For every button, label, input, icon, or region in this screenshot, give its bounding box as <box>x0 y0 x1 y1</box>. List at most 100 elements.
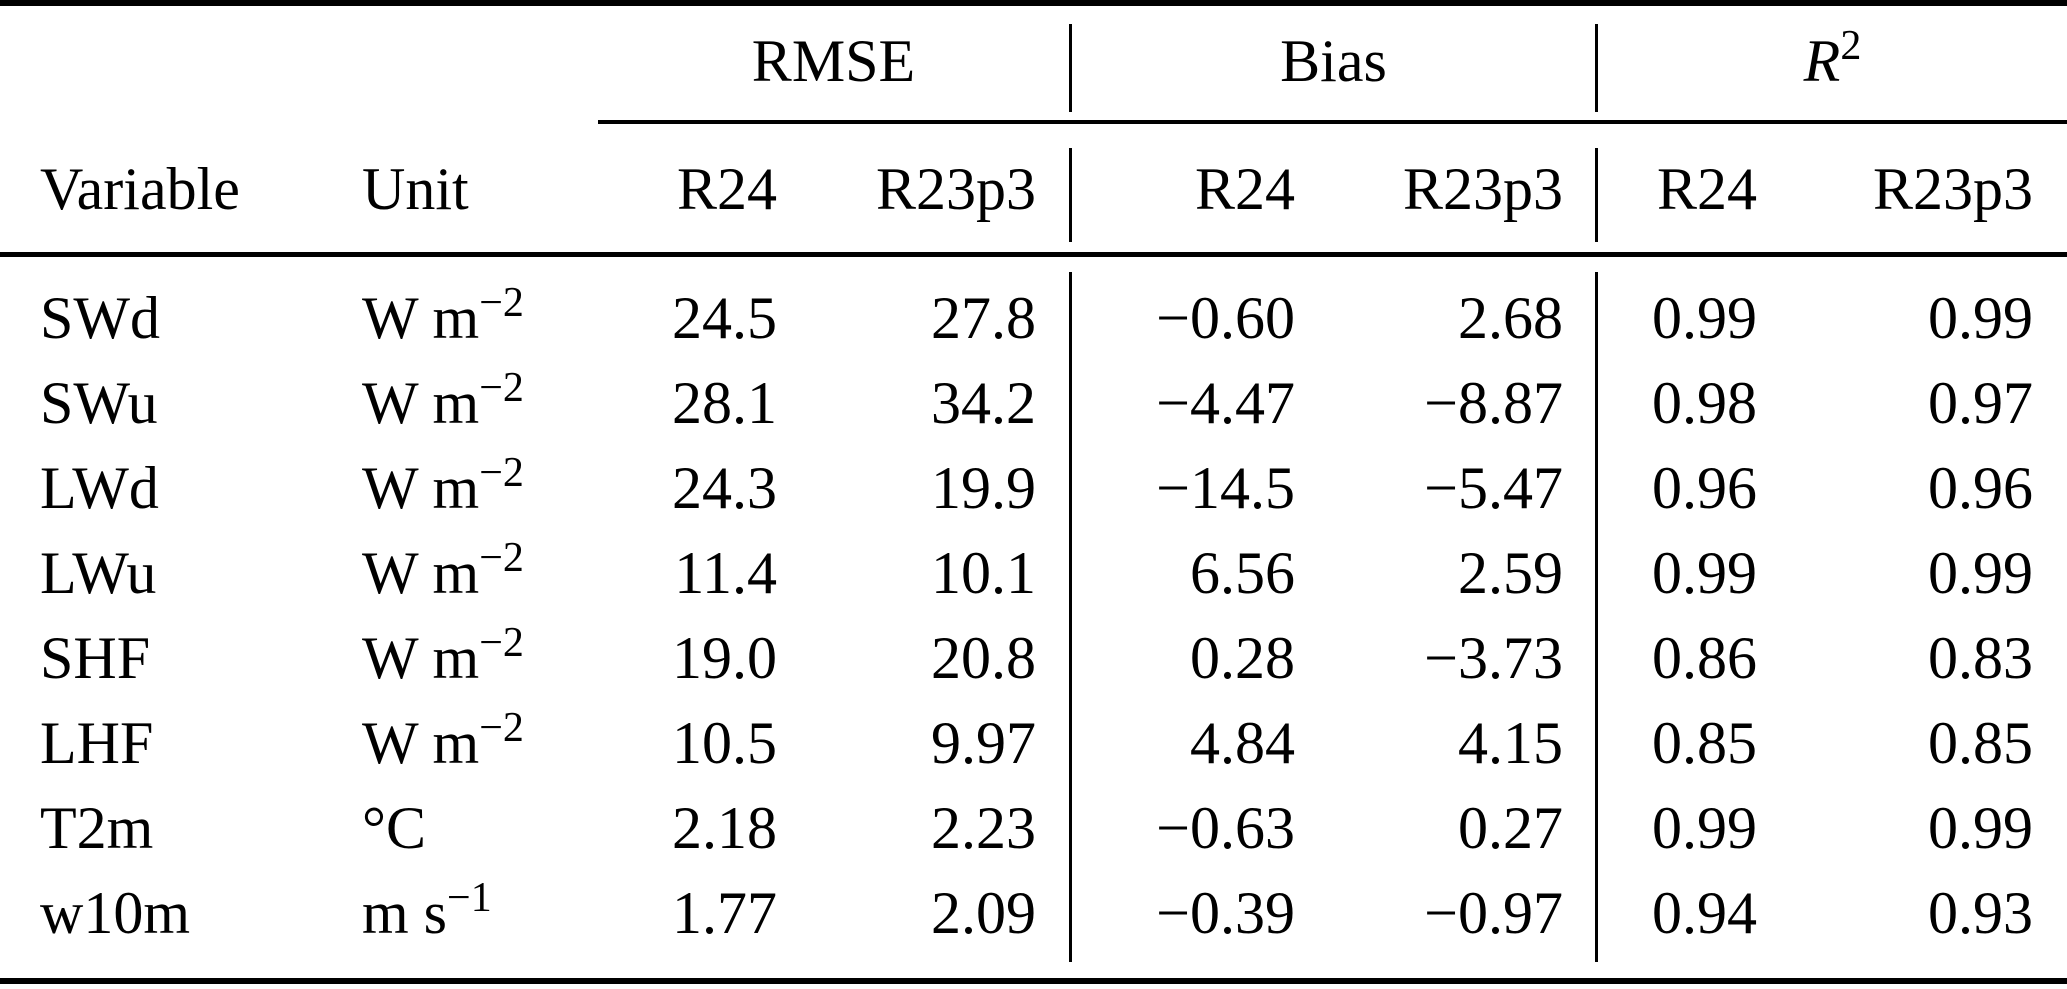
cell-bias-r23p3: 4.15 <box>1458 710 1563 776</box>
column-separator <box>1069 24 1072 112</box>
cell-r2-r23p3: 0.97 <box>1928 370 2033 436</box>
header-bottom-rule <box>0 252 2067 257</box>
col-header-bias-r24: R24 <box>1194 155 1295 222</box>
cell-rmse-r23p3: 2.09 <box>931 880 1036 946</box>
group-header-r2: R2 <box>1598 23 2067 96</box>
cell-r2-r24: 0.99 <box>1652 795 1757 861</box>
cell-rmse-r24: 19.0 <box>672 625 777 691</box>
group-header-bias: Bias <box>1280 28 1387 94</box>
cell-r2-r23p3: 0.93 <box>1928 880 2033 946</box>
column-header-row: Variable Unit R24 R23p3 R24 R23p3 R24 R2… <box>0 130 2067 248</box>
col-header-unit: Unit <box>362 155 469 222</box>
cell-bias-r23p3: 2.59 <box>1458 540 1563 606</box>
column-separator <box>1595 24 1598 112</box>
column-separator <box>1069 148 1072 242</box>
table-row: LWu W m−2 11.4 10.1 6.56 2.59 0.99 0.99 <box>0 531 2067 616</box>
cell-r2-r24: 0.94 <box>1652 880 1757 946</box>
unit-base: °C <box>362 795 427 861</box>
cell-bias-r24: 0.28 <box>1190 625 1295 691</box>
unit-base: W m <box>362 285 480 351</box>
col-header-rmse-r23p3: R23p3 <box>875 155 1036 222</box>
cell-bias-r23p3: 2.68 <box>1458 285 1563 351</box>
unit-exponent: −2 <box>479 535 524 582</box>
unit-base: W m <box>362 625 480 691</box>
cell-bias-r24: −14.5 <box>1156 455 1295 521</box>
bottom-rule <box>0 978 2067 984</box>
table-row: w10m m s−1 1.77 2.09 −0.39 −0.97 0.94 0.… <box>0 871 2067 956</box>
column-separator <box>1595 148 1598 242</box>
cell-rmse-r24: 10.5 <box>672 710 777 776</box>
unit-base: W m <box>362 540 480 606</box>
cell-bias-r24: −0.63 <box>1156 795 1295 861</box>
cell-variable: LWd <box>40 455 159 521</box>
cell-rmse-r24: 2.18 <box>672 795 777 861</box>
cell-rmse-r24: 24.5 <box>672 285 777 351</box>
cell-r2-r24: 0.85 <box>1652 710 1757 776</box>
column-separator <box>1069 272 1072 962</box>
table-row: SWd W m−2 24.5 27.8 −0.60 2.68 0.99 0.99 <box>0 276 2067 361</box>
table-row: SWu W m−2 28.1 34.2 −4.47 −8.87 0.98 0.9… <box>0 361 2067 446</box>
cell-unit: W m−2 <box>330 537 598 608</box>
cell-bias-r24: −0.60 <box>1156 285 1295 351</box>
cell-bias-r24: 4.84 <box>1190 710 1295 776</box>
cell-r2-r24: 0.86 <box>1652 625 1757 691</box>
cell-rmse-r23p3: 19.9 <box>931 455 1036 521</box>
unit-base: W m <box>362 370 480 436</box>
unit-base: W m <box>362 455 480 521</box>
cell-rmse-r23p3: 20.8 <box>931 625 1036 691</box>
group-header-underline-rule <box>598 120 2067 124</box>
table-row: LHF W m−2 10.5 9.97 4.84 4.15 0.85 0.85 <box>0 701 2067 786</box>
unit-exponent: −2 <box>479 365 524 412</box>
column-separator <box>1595 272 1598 962</box>
col-header-rmse-r24: R24 <box>676 155 777 222</box>
unit-exponent: −1 <box>447 875 492 922</box>
cell-unit: W m−2 <box>330 367 598 438</box>
unit-exponent: −2 <box>479 280 524 327</box>
cell-bias-r24: −0.39 <box>1156 880 1295 946</box>
unit-base: W m <box>362 710 480 776</box>
cell-rmse-r24: 1.77 <box>672 880 777 946</box>
top-rule <box>0 0 2067 6</box>
table-row: T2m °C 2.18 2.23 −0.63 0.27 0.99 0.99 <box>0 786 2067 871</box>
cell-rmse-r23p3: 9.97 <box>931 710 1036 776</box>
cell-unit: W m−2 <box>330 452 598 523</box>
col-header-r2-r24: R24 <box>1656 155 1757 222</box>
cell-bias-r23p3: 0.27 <box>1458 795 1563 861</box>
unit-exponent: −2 <box>479 620 524 667</box>
r2-exponent: 2 <box>1840 23 1862 70</box>
cell-unit: °C <box>330 794 598 863</box>
cell-bias-r23p3: −3.73 <box>1424 625 1563 691</box>
cell-unit: m s−1 <box>330 877 598 948</box>
cell-unit: W m−2 <box>330 282 598 353</box>
group-header-rmse: RMSE <box>751 28 916 94</box>
cell-r2-r24: 0.99 <box>1652 285 1757 351</box>
r2-symbol: R <box>1803 28 1841 94</box>
cell-r2-r23p3: 0.83 <box>1928 625 2033 691</box>
cell-bias-r23p3: −0.97 <box>1424 880 1563 946</box>
unit-base: m s <box>362 880 448 946</box>
cell-variable: LHF <box>40 710 154 776</box>
unit-exponent: −2 <box>479 705 524 752</box>
table-row: SHF W m−2 19.0 20.8 0.28 −3.73 0.86 0.83 <box>0 616 2067 701</box>
cell-rmse-r24: 28.1 <box>672 370 777 436</box>
cell-r2-r23p3: 0.99 <box>1928 795 2033 861</box>
cell-bias-r24: 6.56 <box>1190 540 1295 606</box>
cell-variable: SWd <box>40 285 160 351</box>
cell-r2-r23p3: 0.85 <box>1928 710 2033 776</box>
col-header-r2-r23p3: R23p3 <box>1872 155 2033 222</box>
cell-bias-r23p3: −8.87 <box>1424 370 1563 436</box>
cell-r2-r24: 0.98 <box>1652 370 1757 436</box>
cell-r2-r24: 0.96 <box>1652 455 1757 521</box>
cell-rmse-r23p3: 10.1 <box>931 540 1036 606</box>
col-header-bias-r23p3: R23p3 <box>1402 155 1563 222</box>
cell-bias-r24: −4.47 <box>1156 370 1295 436</box>
cell-unit: W m−2 <box>330 707 598 778</box>
cell-variable: SWu <box>40 370 158 436</box>
unit-exponent: −2 <box>479 450 524 497</box>
cell-r2-r23p3: 0.96 <box>1928 455 2033 521</box>
table-row: LWd W m−2 24.3 19.9 −14.5 −5.47 0.96 0.9… <box>0 446 2067 531</box>
cell-rmse-r24: 24.3 <box>672 455 777 521</box>
cell-variable: T2m <box>40 795 154 861</box>
cell-rmse-r23p3: 34.2 <box>931 370 1036 436</box>
